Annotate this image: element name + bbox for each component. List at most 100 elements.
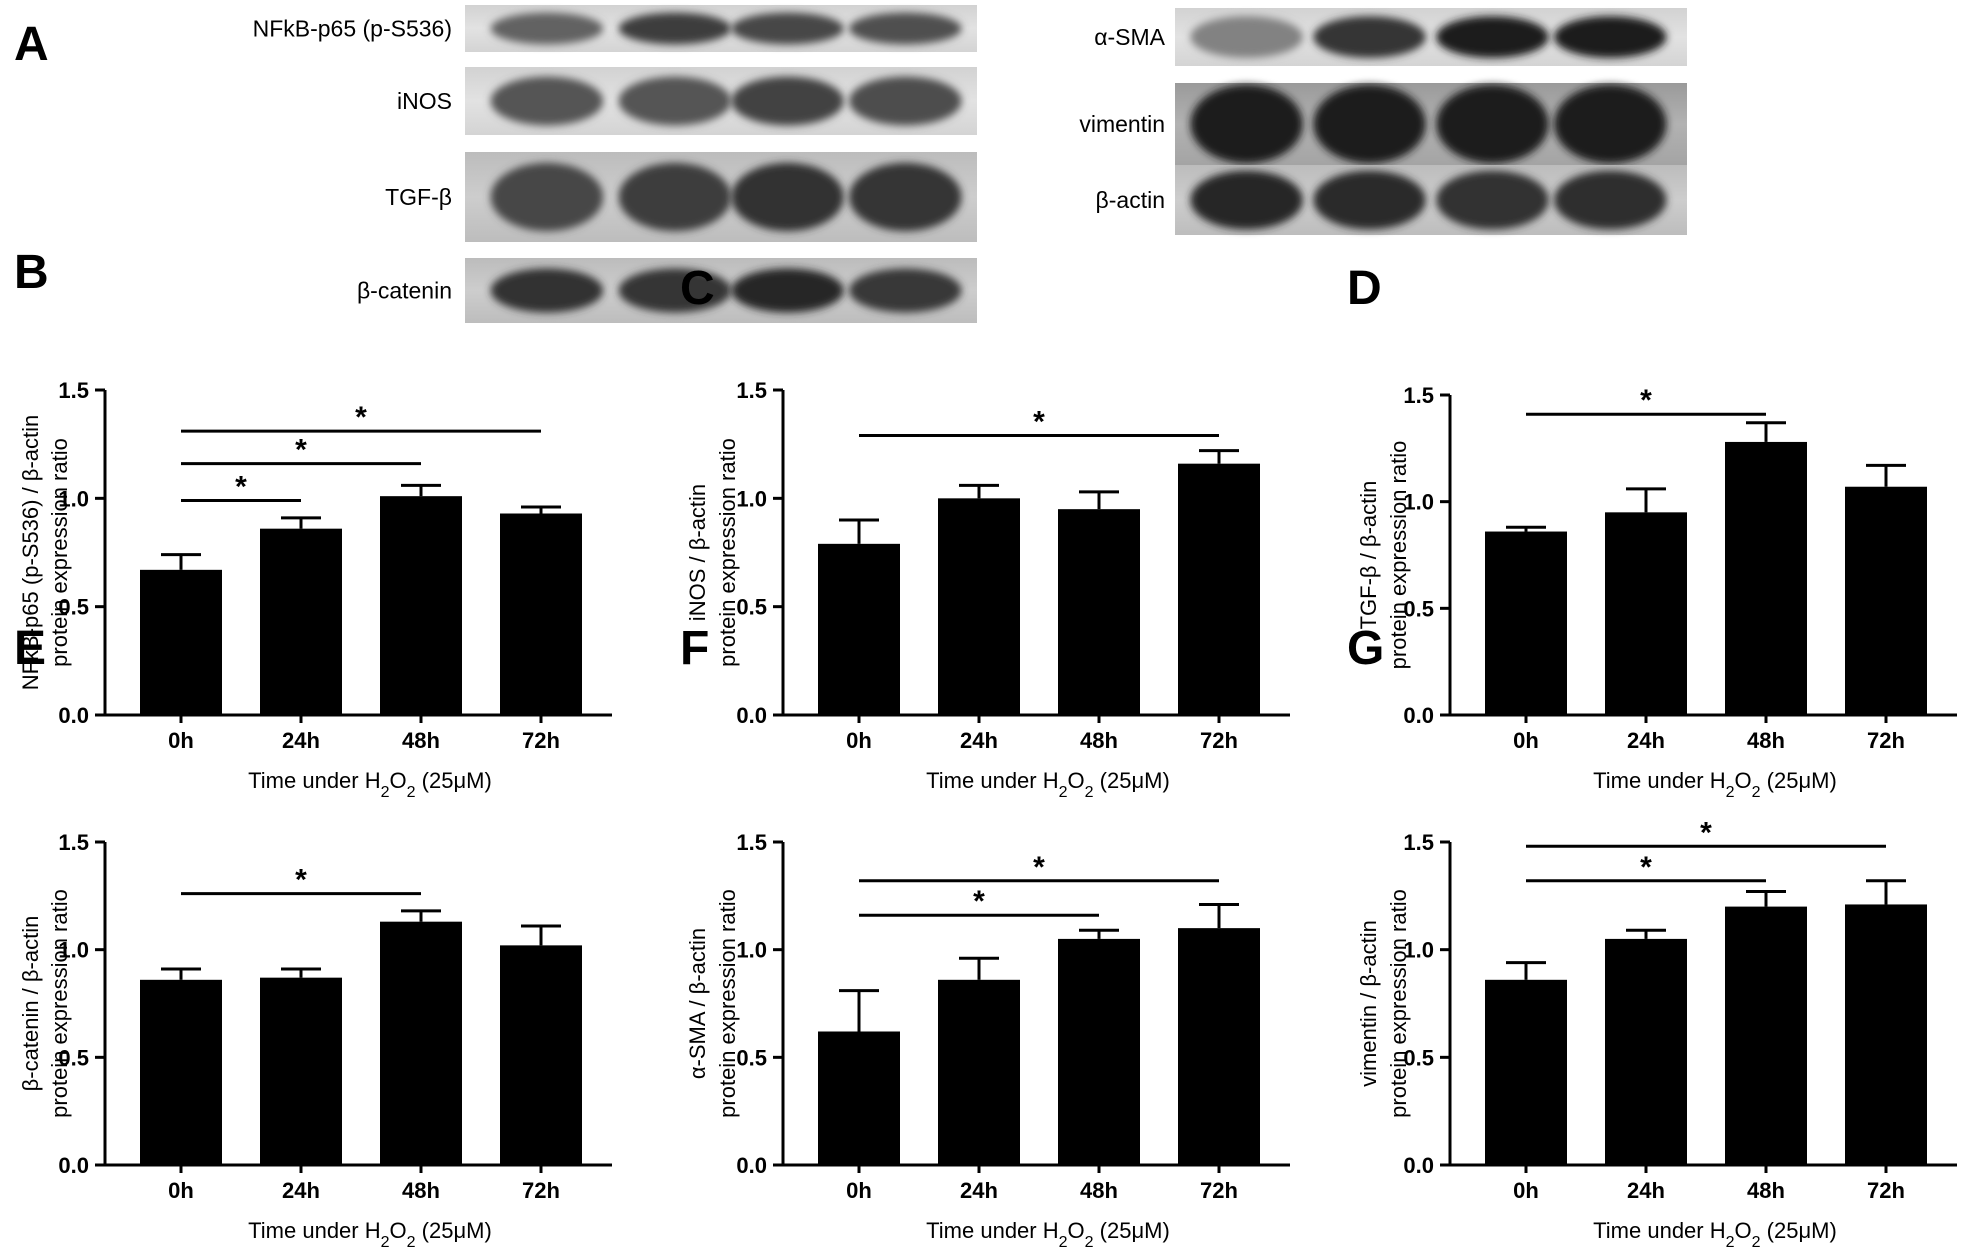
panel-letter-a: A [14,18,49,71]
bar [1485,531,1567,715]
bar [1605,938,1687,1165]
bar [1058,509,1140,715]
x-tick-label: 24h [1627,728,1665,753]
bar [1845,904,1927,1165]
x-tick-label: 48h [1747,1178,1785,1203]
y-axis-title: protein expression ratio [1386,441,1411,670]
blot-band [1553,16,1667,58]
blot-band [618,268,732,313]
panel-letter-e: E [14,622,46,675]
blot-label: vimentin [1079,111,1165,137]
y-tick-label: 0.5 [736,1045,767,1070]
y-tick-label: 1.5 [1403,383,1434,408]
significance-star: * [1640,851,1652,884]
blot-band [618,162,732,232]
panel-letter-d: D [1347,262,1382,315]
significance-star: * [295,864,307,897]
panel-c-chart: C 0.0 0.5 1.0 1.5 0h 24h 48h 72h * iNOS / β-actin… [680,262,1290,801]
blot-row: β-actin [1096,165,1687,235]
x-tick-label: 0h [1513,728,1539,753]
x-tick-label: 0h [168,1178,194,1203]
blot-band [731,12,844,45]
x-tick-label: 48h [1747,728,1785,753]
blot-band [1190,170,1304,230]
blot-band [1190,16,1304,58]
x-tick-label: 0h [846,728,872,753]
panel-d-chart: D 0.0 0.5 1.0 1.5 0h 24h 48h 72h * TGF-β / β-acti… [1347,262,1957,801]
panel-e-chart: E 0.0 0.5 1.0 1.5 0h 24h 48h 72h * β-catenin / β-… [14,622,612,1251]
y-tick-label: 0.5 [58,1045,89,1070]
x-axis-title: Time under H2O2 (25μM) [1593,1218,1837,1251]
y-tick-label: 1.0 [58,486,89,511]
y-tick-label: 0.5 [1403,596,1434,621]
y-tick-label: 0.5 [736,595,767,620]
blot-label: β-catenin [357,278,452,304]
y-axis-title: vimentin / β-actin [1356,920,1381,1087]
y-axis-title: protein expression ratio [715,438,740,667]
significance-star: * [355,401,367,434]
y-axis-title: α-SMA / β-actin [685,928,710,1079]
blot-band [490,162,604,232]
blot-band [618,76,732,126]
bar [500,513,582,715]
significance-star: * [1640,384,1652,417]
significance-star: * [295,434,307,467]
panel-letter-b: B [14,246,49,299]
blot-band [618,12,732,45]
y-tick-label: 1.5 [58,378,89,403]
x-tick-label: 24h [282,728,320,753]
panel-letter-c: C [680,262,715,315]
y-tick-label: 0.0 [58,703,89,728]
x-tick-label: 24h [960,1178,998,1203]
bar [818,543,900,715]
x-tick-label: 0h [846,1178,872,1203]
bar [1485,979,1567,1165]
bar [380,921,462,1165]
x-tick-label: 48h [402,728,440,753]
bar [938,979,1020,1165]
x-tick-label: 24h [282,1178,320,1203]
blot-band [490,12,604,45]
blot-row: α-SMA [1094,8,1687,66]
y-tick-label: 0.5 [58,595,89,620]
blot-label: TGF-β [385,184,452,210]
x-axis-title: Time under H2O2 (25μM) [248,1218,492,1251]
blot-label: NFkB-p65 (p-S536) [253,16,452,42]
x-tick-label: 24h [1627,1178,1665,1203]
blot-band [849,162,962,232]
x-tick-label: 72h [1867,728,1905,753]
blot-band [490,76,604,126]
bar [380,496,462,715]
bar [140,569,222,715]
blot-band [1553,170,1667,230]
y-tick-label: 0.0 [736,1153,767,1178]
blot-row: β-catenin [357,258,977,323]
blot-row: NFkB-p65 (p-S536) [253,5,977,52]
blot-row: TGF-β [385,152,977,242]
x-tick-label: 72h [1200,728,1238,753]
y-tick-label: 1.0 [1403,938,1434,963]
blot-band [731,162,844,232]
significance-star: * [973,885,985,918]
blot-band [1313,84,1426,164]
bar [1725,441,1807,715]
significance-star: * [235,471,247,504]
x-axis-title: Time under H2O2 (25μM) [248,768,492,801]
y-tick-label: 0.0 [736,703,767,728]
x-axis-title: Time under H2O2 (25μM) [926,1218,1170,1251]
y-tick-label: 1.5 [1403,830,1434,855]
blot-row: vimentin [1079,83,1687,165]
y-axis-title: protein expression ratio [1386,889,1411,1118]
y-tick-label: 0.0 [58,1153,89,1178]
x-tick-label: 72h [1867,1178,1905,1203]
blot-band [1436,170,1549,230]
x-tick-label: 48h [1080,1178,1118,1203]
blot-band [1313,16,1426,58]
blot-band [1553,84,1667,164]
y-tick-label: 1.0 [58,938,89,963]
y-axis-title: TGF-β / β-actin [1356,481,1381,630]
y-tick-label: 0.5 [1403,1045,1434,1070]
blot-band [1190,84,1304,164]
y-axis-title: protein expression ratio [47,889,72,1118]
bar [1178,463,1260,715]
